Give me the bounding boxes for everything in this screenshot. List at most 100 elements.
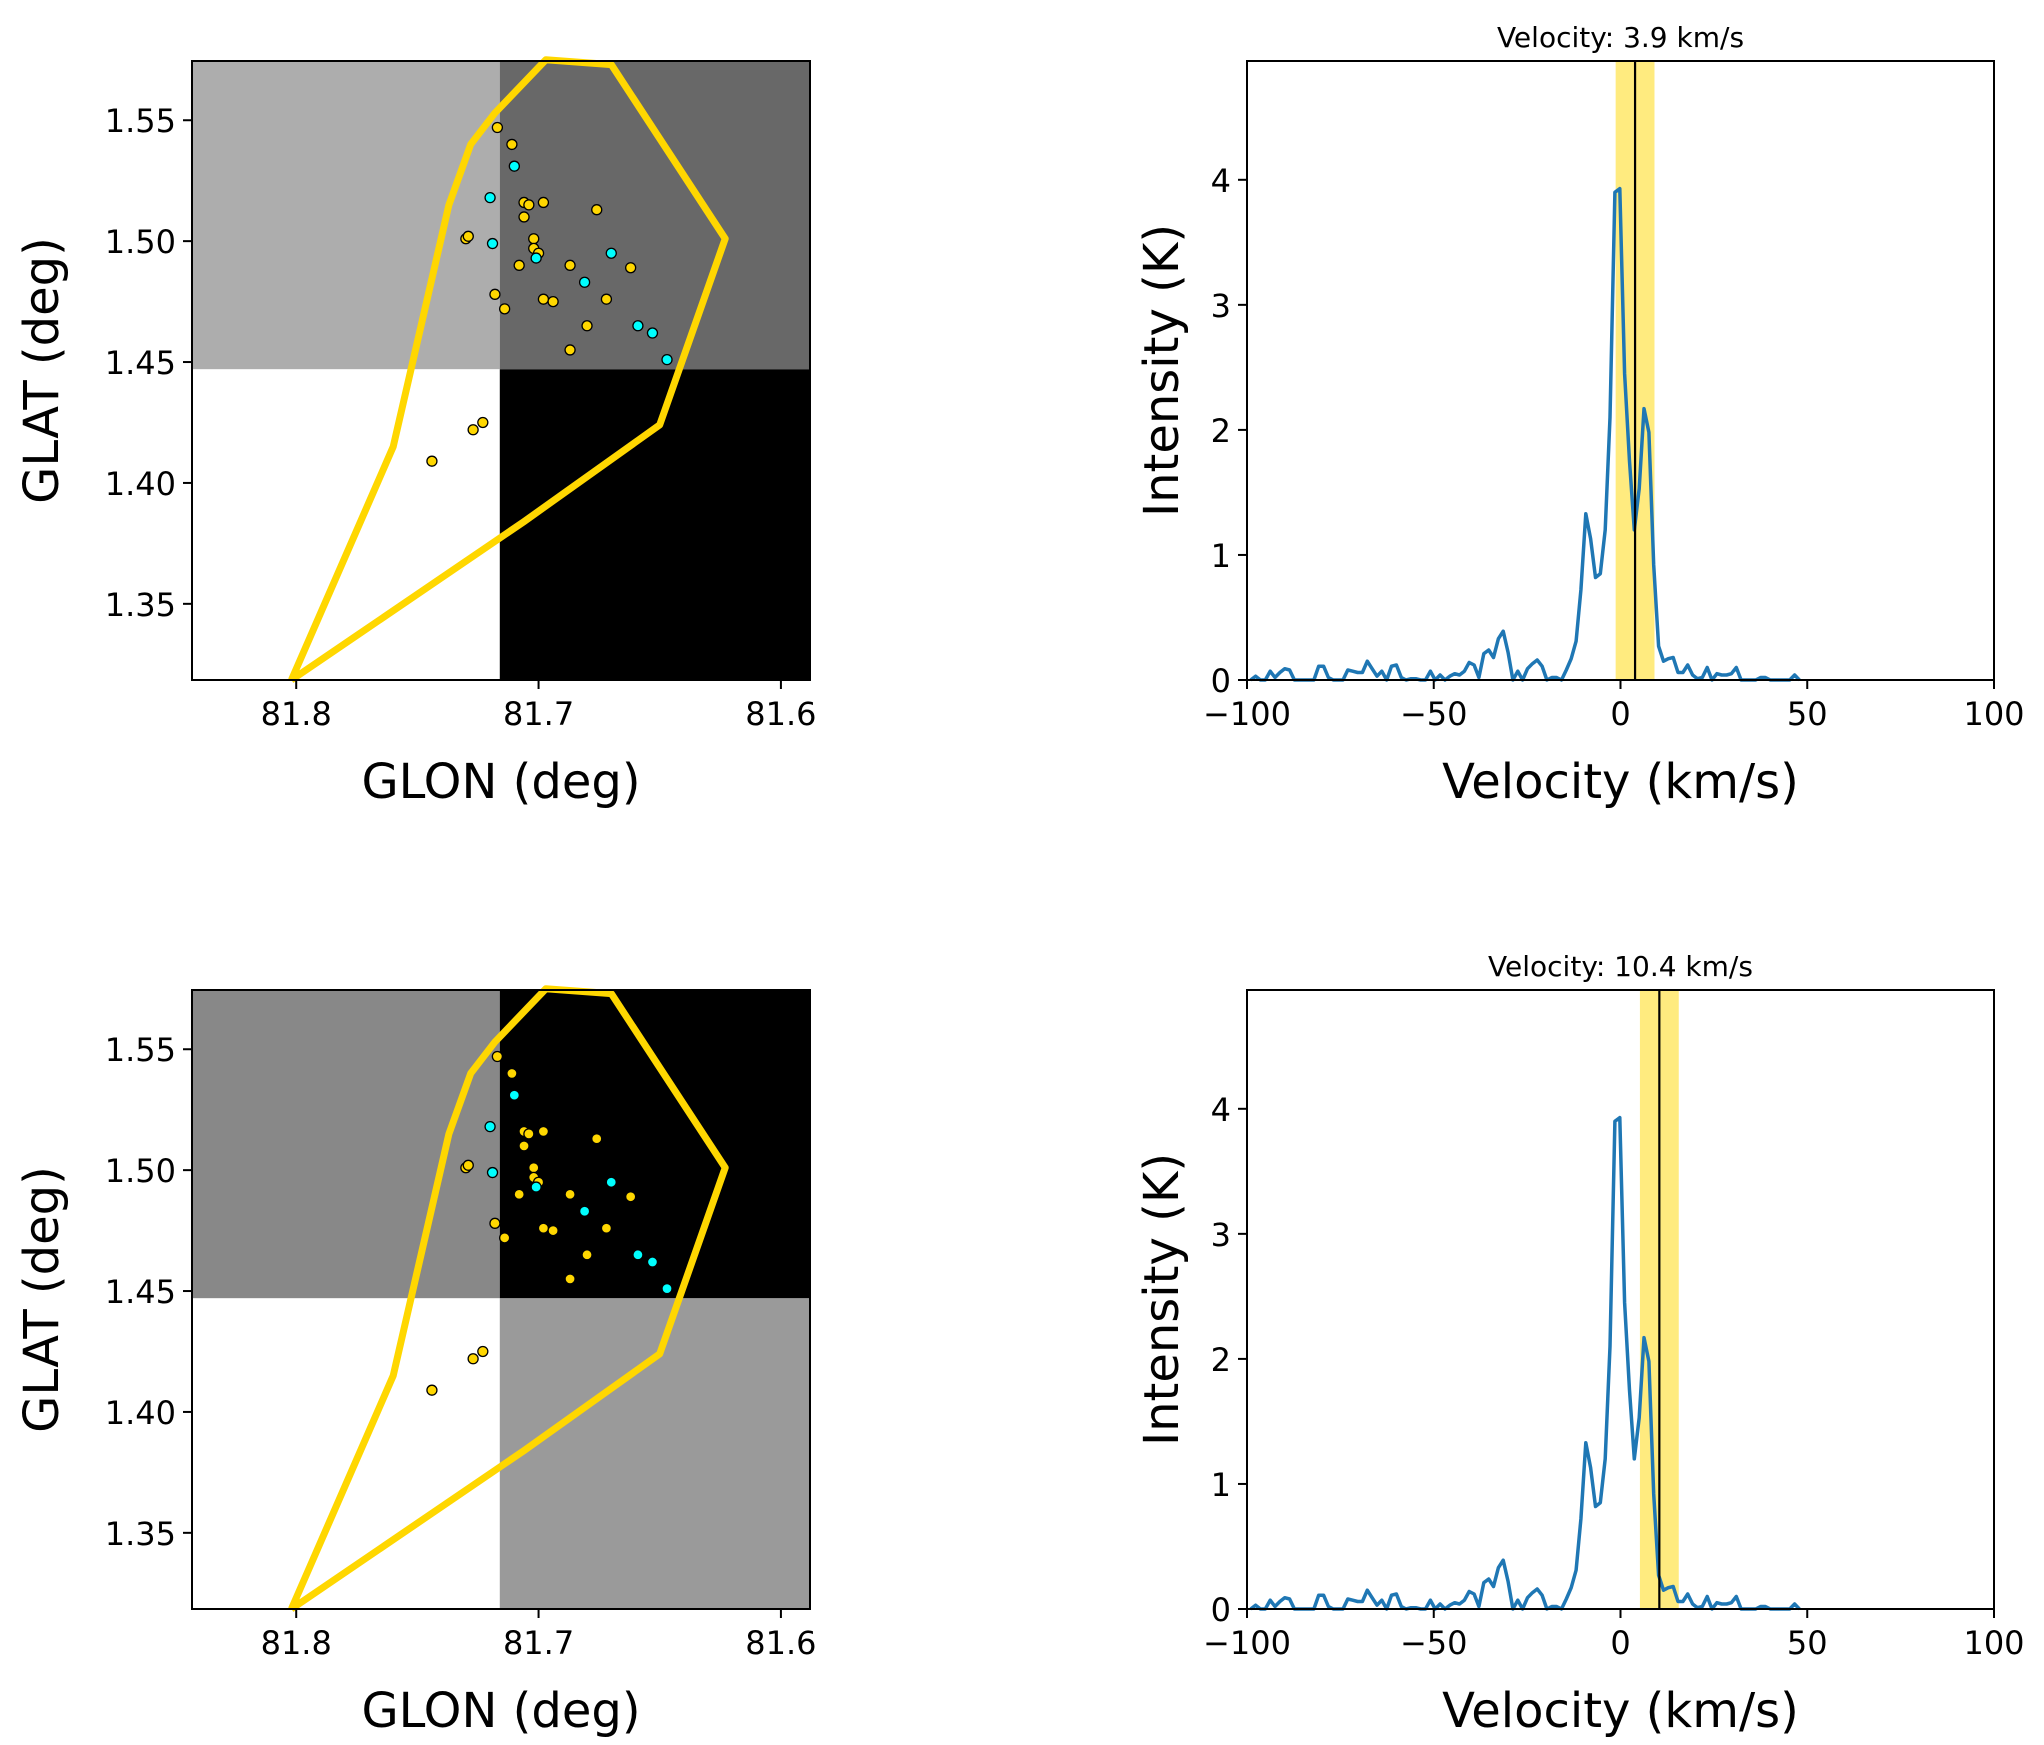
source-markers — [426, 121, 673, 467]
spectrum-line — [1249, 186, 1801, 682]
x-tick-label: 50 — [1787, 1624, 1828, 1662]
source-marker-yellow — [581, 320, 593, 332]
x-axis-ticks: 81.8 81.7 81.6 — [261, 680, 817, 733]
source-marker-yellow — [547, 1224, 559, 1237]
source-marker-cyan — [530, 1181, 542, 1193]
y-tick-label: 1.45 — [105, 344, 176, 382]
x-axis-label: Velocity (km/s) — [1442, 754, 1799, 810]
source-marker-yellow — [467, 1353, 479, 1365]
source-marker-cyan — [605, 1176, 617, 1188]
source-marker-yellow — [491, 1050, 504, 1063]
map-pixel — [499, 61, 810, 370]
source-marker-yellow — [498, 303, 511, 315]
source-marker-yellow — [591, 204, 603, 216]
source-marker-yellow — [506, 138, 518, 151]
source-marker-yellow — [491, 121, 504, 134]
map-pixel — [499, 1298, 810, 1609]
y-axis-ticks: 0 1 2 3 4 — [1211, 1091, 1247, 1629]
map-panel-top: 81.8 81.7 81.6 1.35 1.40 1.45 1.50 1.55 GLON (… — [14, 56, 817, 810]
source-marker-yellow — [426, 455, 438, 467]
x-tick-label: 0 — [1610, 695, 1630, 733]
x-tick-label: 81.6 — [745, 695, 816, 733]
x-tick-label: −50 — [1400, 695, 1468, 733]
axes-frame — [191, 60, 811, 681]
source-marker-yellow — [489, 288, 501, 300]
source-marker-yellow — [477, 1345, 489, 1358]
chart-title: Velocity: 10.4 km/s — [1488, 950, 1753, 983]
map-pixel — [192, 369, 500, 680]
x-axis-label: GLON (deg) — [361, 1683, 640, 1739]
source-marker-yellow — [537, 1222, 550, 1234]
source-marker-yellow — [581, 1249, 593, 1261]
source-marker-cyan — [486, 1166, 499, 1179]
y-tick-label: 0 — [1211, 662, 1231, 700]
source-marker-cyan — [578, 276, 591, 288]
x-tick-label: 81.6 — [745, 1624, 816, 1662]
source-marker-yellow — [513, 259, 525, 271]
x-tick-label: 100 — [1963, 1624, 2024, 1662]
x-tick-label: 81.8 — [261, 695, 332, 733]
x-axis-ticks: −100 −50 0 50 100 — [1203, 1609, 2025, 1662]
y-tick-label: 4 — [1211, 1091, 1231, 1129]
y-tick-label: 3 — [1211, 287, 1231, 325]
source-marker-cyan — [484, 1120, 496, 1133]
y-tick-label: 4 — [1211, 162, 1231, 200]
y-tick-label: 1.45 — [105, 1273, 176, 1311]
x-tick-label: 50 — [1787, 695, 1828, 733]
spectrum-panel-top: −100 −50 0 50 100 0 1 2 3 4 Velocity: 3.9 km/s V… — [1134, 21, 2025, 810]
source-marker-yellow — [537, 1125, 550, 1138]
source-marker-cyan — [486, 237, 499, 250]
y-tick-label: 3 — [1211, 1216, 1231, 1254]
source-marker-yellow — [426, 1384, 438, 1396]
source-marker-yellow — [591, 1133, 603, 1145]
x-axis-label: Velocity (km/s) — [1442, 1683, 1799, 1739]
y-axis-label: Intensity (K) — [1134, 1153, 1190, 1446]
map-pixel — [499, 990, 810, 1299]
source-marker-cyan — [578, 1205, 591, 1217]
source-marker-yellow — [547, 295, 559, 308]
axes-frame — [1246, 989, 1995, 1610]
source-marker-cyan — [632, 320, 644, 332]
source-marker-yellow — [506, 1067, 518, 1080]
source-marker-yellow — [518, 211, 530, 223]
x-tick-label: 81.7 — [503, 1624, 574, 1662]
y-tick-label: 1.35 — [105, 586, 176, 624]
source-marker-yellow — [489, 1217, 501, 1229]
source-marker-cyan — [646, 1256, 659, 1268]
source-marker-yellow — [528, 233, 540, 245]
y-tick-label: 1.55 — [105, 102, 176, 140]
source-markers — [426, 1050, 673, 1396]
map-pixels — [192, 990, 810, 1609]
source-marker-cyan — [530, 252, 542, 264]
y-tick-label: 1.50 — [105, 1152, 176, 1190]
source-marker-yellow — [564, 344, 576, 356]
y-tick-label: 1.35 — [105, 1515, 176, 1553]
source-marker-cyan — [646, 327, 659, 339]
source-marker-yellow — [523, 1128, 535, 1140]
x-axis-label: GLON (deg) — [361, 754, 640, 810]
x-tick-label: −50 — [1400, 1624, 1468, 1662]
source-marker-yellow — [625, 262, 637, 274]
source-marker-yellow — [564, 1188, 576, 1200]
x-tick-label: −100 — [1203, 695, 1291, 733]
source-marker-yellow — [625, 1191, 637, 1203]
source-marker-cyan — [508, 160, 520, 172]
source-marker-cyan — [661, 1282, 673, 1295]
spectrum-line — [1249, 1115, 1801, 1611]
source-marker-yellow — [564, 259, 576, 271]
map-pixel — [192, 990, 500, 1299]
y-tick-label: 2 — [1211, 1341, 1231, 1379]
map-pixels — [192, 61, 810, 680]
y-tick-label: 1.50 — [105, 223, 176, 261]
source-marker-yellow — [600, 1222, 613, 1234]
map-pixel — [499, 369, 810, 680]
axes-frame — [191, 989, 811, 1610]
x-tick-label: −100 — [1203, 1624, 1291, 1662]
source-marker-cyan — [605, 247, 617, 259]
source-marker-yellow — [498, 1232, 511, 1244]
y-tick-label: 1.40 — [105, 1394, 176, 1432]
map-panel-bottom: 81.8 81.7 81.6 1.35 1.40 1.45 1.50 1.55 GLON (… — [14, 985, 817, 1739]
y-tick-label: 1.40 — [105, 465, 176, 503]
